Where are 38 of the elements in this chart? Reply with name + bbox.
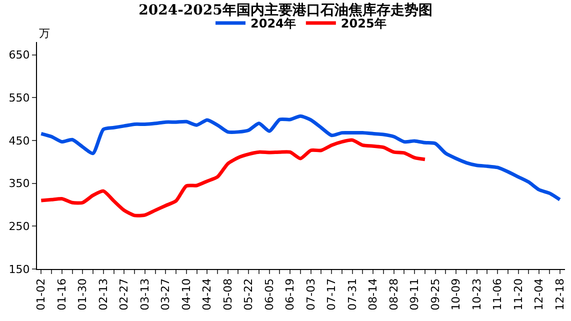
- y-tick-label: 650: [8, 48, 30, 62]
- x-tick-label: 04-10: [180, 278, 193, 310]
- y-tick-label: 350: [8, 177, 30, 190]
- x-tick-label: 04-24: [200, 278, 214, 310]
- x-tick-label: 07-17: [325, 278, 338, 310]
- x-tick-label: 03-13: [138, 278, 152, 310]
- x-tick-label: 11-20: [512, 278, 525, 310]
- x-tick-label: 08-14: [366, 278, 380, 310]
- x-tick-label: 09-25: [428, 278, 442, 310]
- x-tick-label: 11-06: [491, 278, 504, 310]
- line-series: [39, 114, 562, 202]
- x-tick-label: 12-18: [553, 278, 566, 310]
- x-tick-label: 01-02: [34, 278, 48, 310]
- legend-label: 2025年: [340, 16, 386, 31]
- chart-title: 2024-2025年国内主要港口石油焦库存走势图: [138, 2, 432, 19]
- y-tick-label: 550: [8, 92, 30, 105]
- x-tick-label: 05-08: [221, 278, 234, 310]
- x-tick-label: 02-13: [96, 278, 110, 310]
- y-axis-title: 万: [39, 27, 50, 40]
- x-tick-label: 06-19: [284, 278, 297, 310]
- x-tick-label: 01-30: [76, 278, 90, 310]
- y-tick-label: 450: [8, 134, 30, 148]
- x-tick-label: 12-04: [532, 278, 546, 310]
- x-tick-label: 10-23: [470, 278, 484, 310]
- x-tick-label: 02-27: [118, 278, 131, 310]
- x-tick-label: 07-31: [346, 278, 359, 310]
- x-tick-label: 06-05: [262, 278, 276, 310]
- x-tick-label: 03-27: [159, 278, 172, 310]
- y-tick-label: 150: [8, 262, 30, 276]
- x-tick-label: 09-11: [408, 278, 422, 310]
- x-tick-label: 01-16: [55, 278, 68, 310]
- x-tick-label: 08-28: [387, 278, 400, 310]
- x-tick-label: 05-22: [242, 278, 256, 310]
- legend-label: 2024年: [250, 16, 296, 31]
- line-series: [39, 138, 427, 218]
- x-tick-label: 07-03: [304, 278, 318, 310]
- x-tick-label: 10-09: [450, 278, 463, 310]
- y-tick-label: 250: [8, 220, 30, 234]
